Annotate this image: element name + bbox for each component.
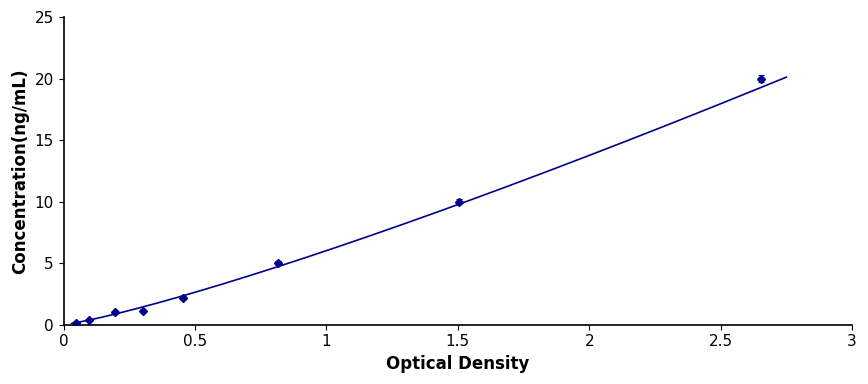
X-axis label: Optical Density: Optical Density <box>386 355 529 373</box>
Y-axis label: Concentration(ng/mL): Concentration(ng/mL) <box>11 68 30 274</box>
